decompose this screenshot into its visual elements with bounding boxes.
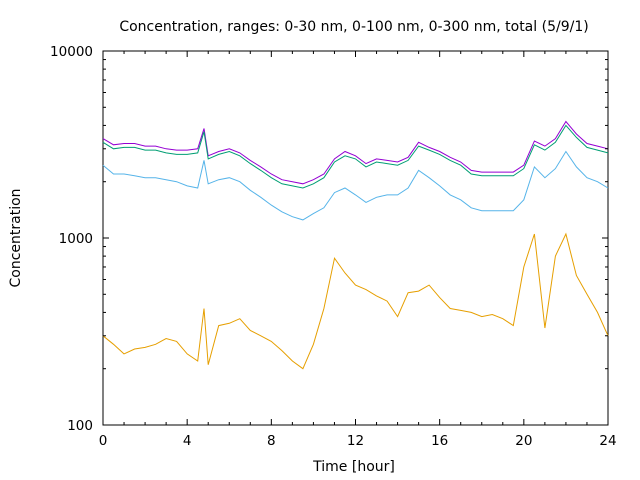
series-line-2 bbox=[102, 124, 609, 189]
x-tick-label: 0 bbox=[99, 433, 108, 449]
y-axis-label: Concentration bbox=[8, 188, 24, 287]
series-line-1 bbox=[102, 120, 609, 185]
y-tick-label: 1000 bbox=[59, 231, 93, 247]
x-tick-label: 20 bbox=[515, 433, 532, 449]
y-tick-label: 100 bbox=[67, 418, 93, 434]
x-axis-label: Time [hour] bbox=[312, 459, 395, 475]
chart-title: Concentration, ranges: 0-30 nm, 0-100 nm… bbox=[119, 19, 588, 35]
series-layer bbox=[102, 120, 609, 370]
x-tick-label: 12 bbox=[347, 433, 364, 449]
x-tick-label: 8 bbox=[267, 433, 276, 449]
y-tick-label: 10000 bbox=[50, 44, 93, 60]
series-line-4 bbox=[102, 232, 609, 370]
x-tick-label: 24 bbox=[599, 433, 616, 449]
y-ticks: 100 1000 10000 bbox=[50, 44, 608, 434]
plot-frame bbox=[102, 50, 609, 426]
x-tick-label: 16 bbox=[431, 433, 448, 449]
x-tick-label: 4 bbox=[183, 433, 192, 449]
x-ticks: 0 4 8 12 16 20 24 bbox=[99, 51, 617, 449]
series-line-3 bbox=[102, 150, 609, 221]
